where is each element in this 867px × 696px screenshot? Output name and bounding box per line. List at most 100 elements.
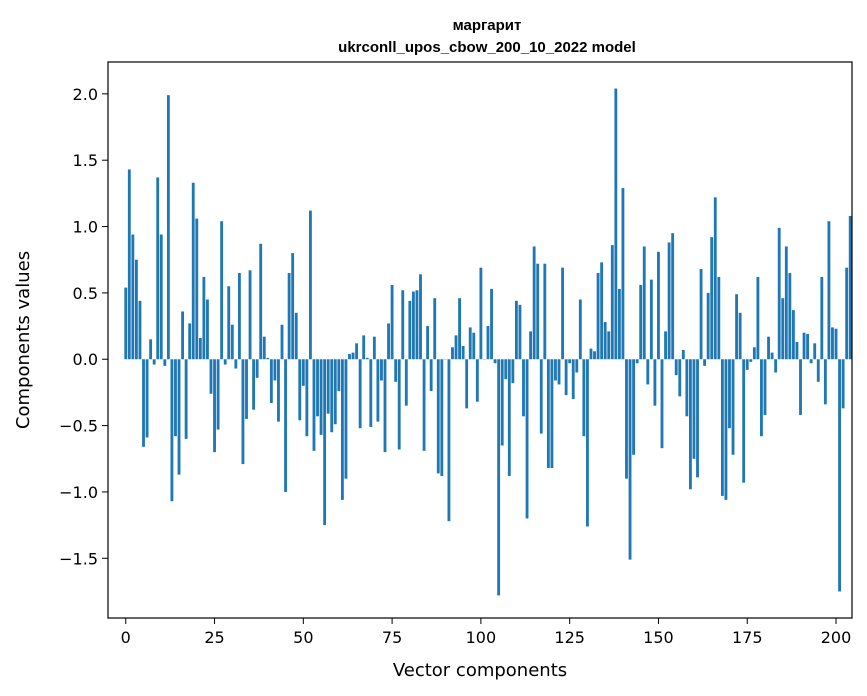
bar-197	[823, 359, 827, 405]
y-axis-label: Components values	[13, 251, 34, 429]
bar-146	[642, 246, 646, 360]
bar-46	[287, 272, 291, 360]
bar-26	[216, 359, 220, 430]
bar-103	[490, 288, 493, 360]
y-tick-label: −1.5	[59, 549, 98, 568]
bar-176	[749, 359, 753, 362]
bar-148	[649, 279, 653, 360]
x-tick-label: 75	[382, 628, 402, 647]
bar-131	[589, 348, 593, 360]
bar-168	[720, 359, 724, 496]
bar-133	[596, 272, 600, 360]
bar-175	[745, 359, 749, 370]
bar-95	[461, 345, 465, 360]
bar-110	[514, 300, 518, 360]
chart-subtitle: ukrconll_upos_cbow_200_10_2022 model	[338, 39, 636, 56]
bar-37	[255, 359, 259, 378]
bar-74	[387, 323, 390, 360]
bar-3	[134, 259, 138, 360]
bar-188	[791, 310, 795, 360]
bar-55	[319, 359, 323, 435]
bar-23	[206, 299, 209, 360]
bar-6	[145, 359, 149, 438]
bar-108	[507, 359, 511, 477]
bar-31	[234, 359, 238, 369]
bar-85	[426, 326, 430, 360]
bar-138	[614, 88, 618, 360]
bar-47	[291, 253, 295, 360]
bar-173	[738, 312, 742, 360]
bar-135	[603, 322, 607, 360]
bar-17	[184, 359, 188, 439]
bar-160	[692, 359, 696, 459]
bar-130	[586, 359, 589, 527]
bar-118	[543, 263, 547, 360]
bar-123	[561, 267, 564, 360]
bar-73	[383, 359, 387, 453]
bar-202	[841, 359, 845, 409]
bar-134	[600, 262, 604, 360]
bar-125	[568, 359, 572, 364]
bar-180	[763, 359, 767, 415]
bar-182	[770, 352, 774, 360]
bar-129	[582, 359, 586, 437]
bar-152	[664, 331, 667, 360]
bar-200	[834, 328, 838, 360]
bar-102	[486, 326, 490, 360]
bar-143	[632, 359, 636, 455]
bar-14	[174, 359, 177, 437]
bar-35	[248, 270, 252, 360]
bar-71	[376, 359, 380, 422]
bar-32	[237, 272, 241, 360]
bar-137	[610, 245, 614, 360]
bar-184	[777, 227, 781, 360]
bar-62	[344, 359, 348, 479]
bar-120	[550, 359, 554, 469]
bar-64	[351, 352, 355, 360]
x-tick-label: 100	[466, 628, 497, 647]
bar-203	[845, 267, 849, 360]
bar-172	[735, 294, 738, 360]
bar-113	[525, 359, 529, 519]
bar-164	[706, 292, 710, 360]
bar-114	[529, 331, 533, 360]
bar-45	[284, 359, 287, 492]
bar-194	[813, 343, 817, 360]
bar-140	[621, 188, 625, 360]
bar-24	[209, 359, 213, 394]
bar-189	[795, 341, 799, 360]
bar-162	[699, 269, 703, 360]
bar-49	[298, 359, 302, 421]
bar-105	[497, 359, 501, 596]
bar-12	[166, 95, 170, 360]
bar-128	[578, 299, 582, 360]
bar-0	[124, 287, 128, 360]
bar-199	[831, 327, 834, 360]
bar-100	[479, 267, 483, 360]
bar-147	[646, 359, 650, 385]
bar-41	[269, 359, 273, 404]
bar-42	[273, 359, 277, 381]
bar-10	[159, 234, 163, 360]
bar-158	[685, 359, 689, 417]
bar-161	[696, 359, 699, 478]
bar-181	[767, 336, 770, 360]
bar-20	[195, 218, 199, 360]
bar-167	[717, 276, 721, 360]
y-tick-label: −0.5	[59, 417, 98, 436]
bar-121	[554, 359, 557, 381]
x-tick-label: 25	[204, 628, 224, 647]
bar-50	[301, 359, 305, 386]
y-tick-label: 1.0	[73, 218, 98, 237]
bar-87	[433, 298, 437, 360]
bar-145	[639, 284, 643, 360]
bar-54	[316, 359, 319, 417]
bar-53	[312, 359, 316, 451]
bar-40	[266, 357, 270, 360]
bar-174	[742, 359, 746, 483]
bar-21	[198, 338, 202, 360]
bar-122	[557, 359, 561, 385]
bar-4	[138, 300, 142, 360]
bar-83	[419, 274, 422, 360]
